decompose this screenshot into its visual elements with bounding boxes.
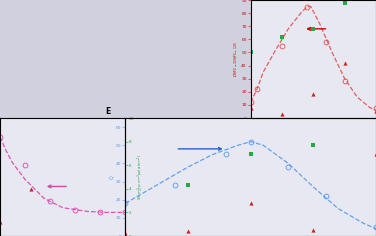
Point xyxy=(122,231,128,235)
Point xyxy=(310,143,316,147)
Point xyxy=(342,1,348,4)
Y-axis label: $D_{HFC-32/HFC-125}$: $D_{HFC-32/HFC-125}$ xyxy=(232,41,240,77)
Point xyxy=(248,202,254,205)
Point xyxy=(122,36,128,40)
Point xyxy=(248,51,254,54)
Point xyxy=(373,110,376,113)
Text: E: E xyxy=(105,107,111,116)
Point xyxy=(373,152,376,156)
Point xyxy=(248,152,254,156)
Point xyxy=(185,230,191,233)
Point xyxy=(279,112,285,116)
X-axis label: mol% PDD: mol% PDD xyxy=(300,127,326,132)
Point xyxy=(60,50,66,54)
Point xyxy=(279,35,285,39)
Point xyxy=(185,183,191,187)
Point xyxy=(310,93,316,96)
Point xyxy=(342,61,348,65)
Y-axis label: Q: Q xyxy=(109,175,114,179)
Point xyxy=(0,220,3,224)
Point xyxy=(248,106,254,110)
Point xyxy=(310,27,316,31)
Point xyxy=(28,69,34,73)
Point xyxy=(28,187,34,191)
Point xyxy=(91,17,97,21)
Y-axis label: $S(cm^3_{STP}cm^{-3}pol\,atm^{-1})$: $S(cm^3_{STP}cm^{-3}pol\,atm^{-1})$ xyxy=(135,154,146,200)
Point xyxy=(310,228,316,232)
